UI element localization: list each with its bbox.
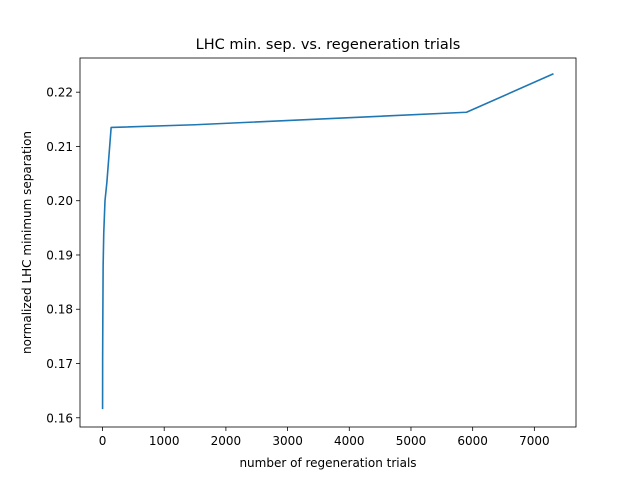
y-tick-label: 0.18 bbox=[46, 303, 73, 317]
x-tick-label: 7000 bbox=[519, 434, 550, 448]
x-axis-label: number of regeneration trials bbox=[239, 456, 416, 470]
plot-layer bbox=[101, 73, 554, 410]
chart-title: LHC min. sep. vs. regeneration trials bbox=[196, 37, 461, 53]
y-tick-label: 0.20 bbox=[46, 194, 73, 208]
x-tick-label: 3000 bbox=[272, 434, 303, 448]
y-axis: 0.16 0.17 0.18 0.19 0.20 0.21 0.22 bbox=[46, 86, 80, 425]
y-axis-label: normalized LHC minimum separation bbox=[20, 131, 34, 354]
y-tick-label: 0.21 bbox=[46, 140, 73, 154]
x-tick-label: 6000 bbox=[457, 434, 488, 448]
x-tick-label: 0 bbox=[99, 434, 107, 448]
x-tick-label: 4000 bbox=[334, 434, 365, 448]
axes-frame bbox=[79, 57, 577, 428]
series-line-0 bbox=[101, 73, 554, 410]
y-tick-label: 0.22 bbox=[46, 86, 73, 100]
x-tick-label: 5000 bbox=[396, 434, 427, 448]
y-tick-label: 0.17 bbox=[46, 357, 73, 371]
y-tick-label: 0.19 bbox=[46, 248, 73, 262]
x-axis: 0 1000 2000 3000 4000 5000 6000 7000 bbox=[99, 427, 550, 448]
y-tick-label: 0.16 bbox=[46, 411, 73, 425]
x-tick-label: 2000 bbox=[211, 434, 242, 448]
x-tick-label: 1000 bbox=[149, 434, 180, 448]
